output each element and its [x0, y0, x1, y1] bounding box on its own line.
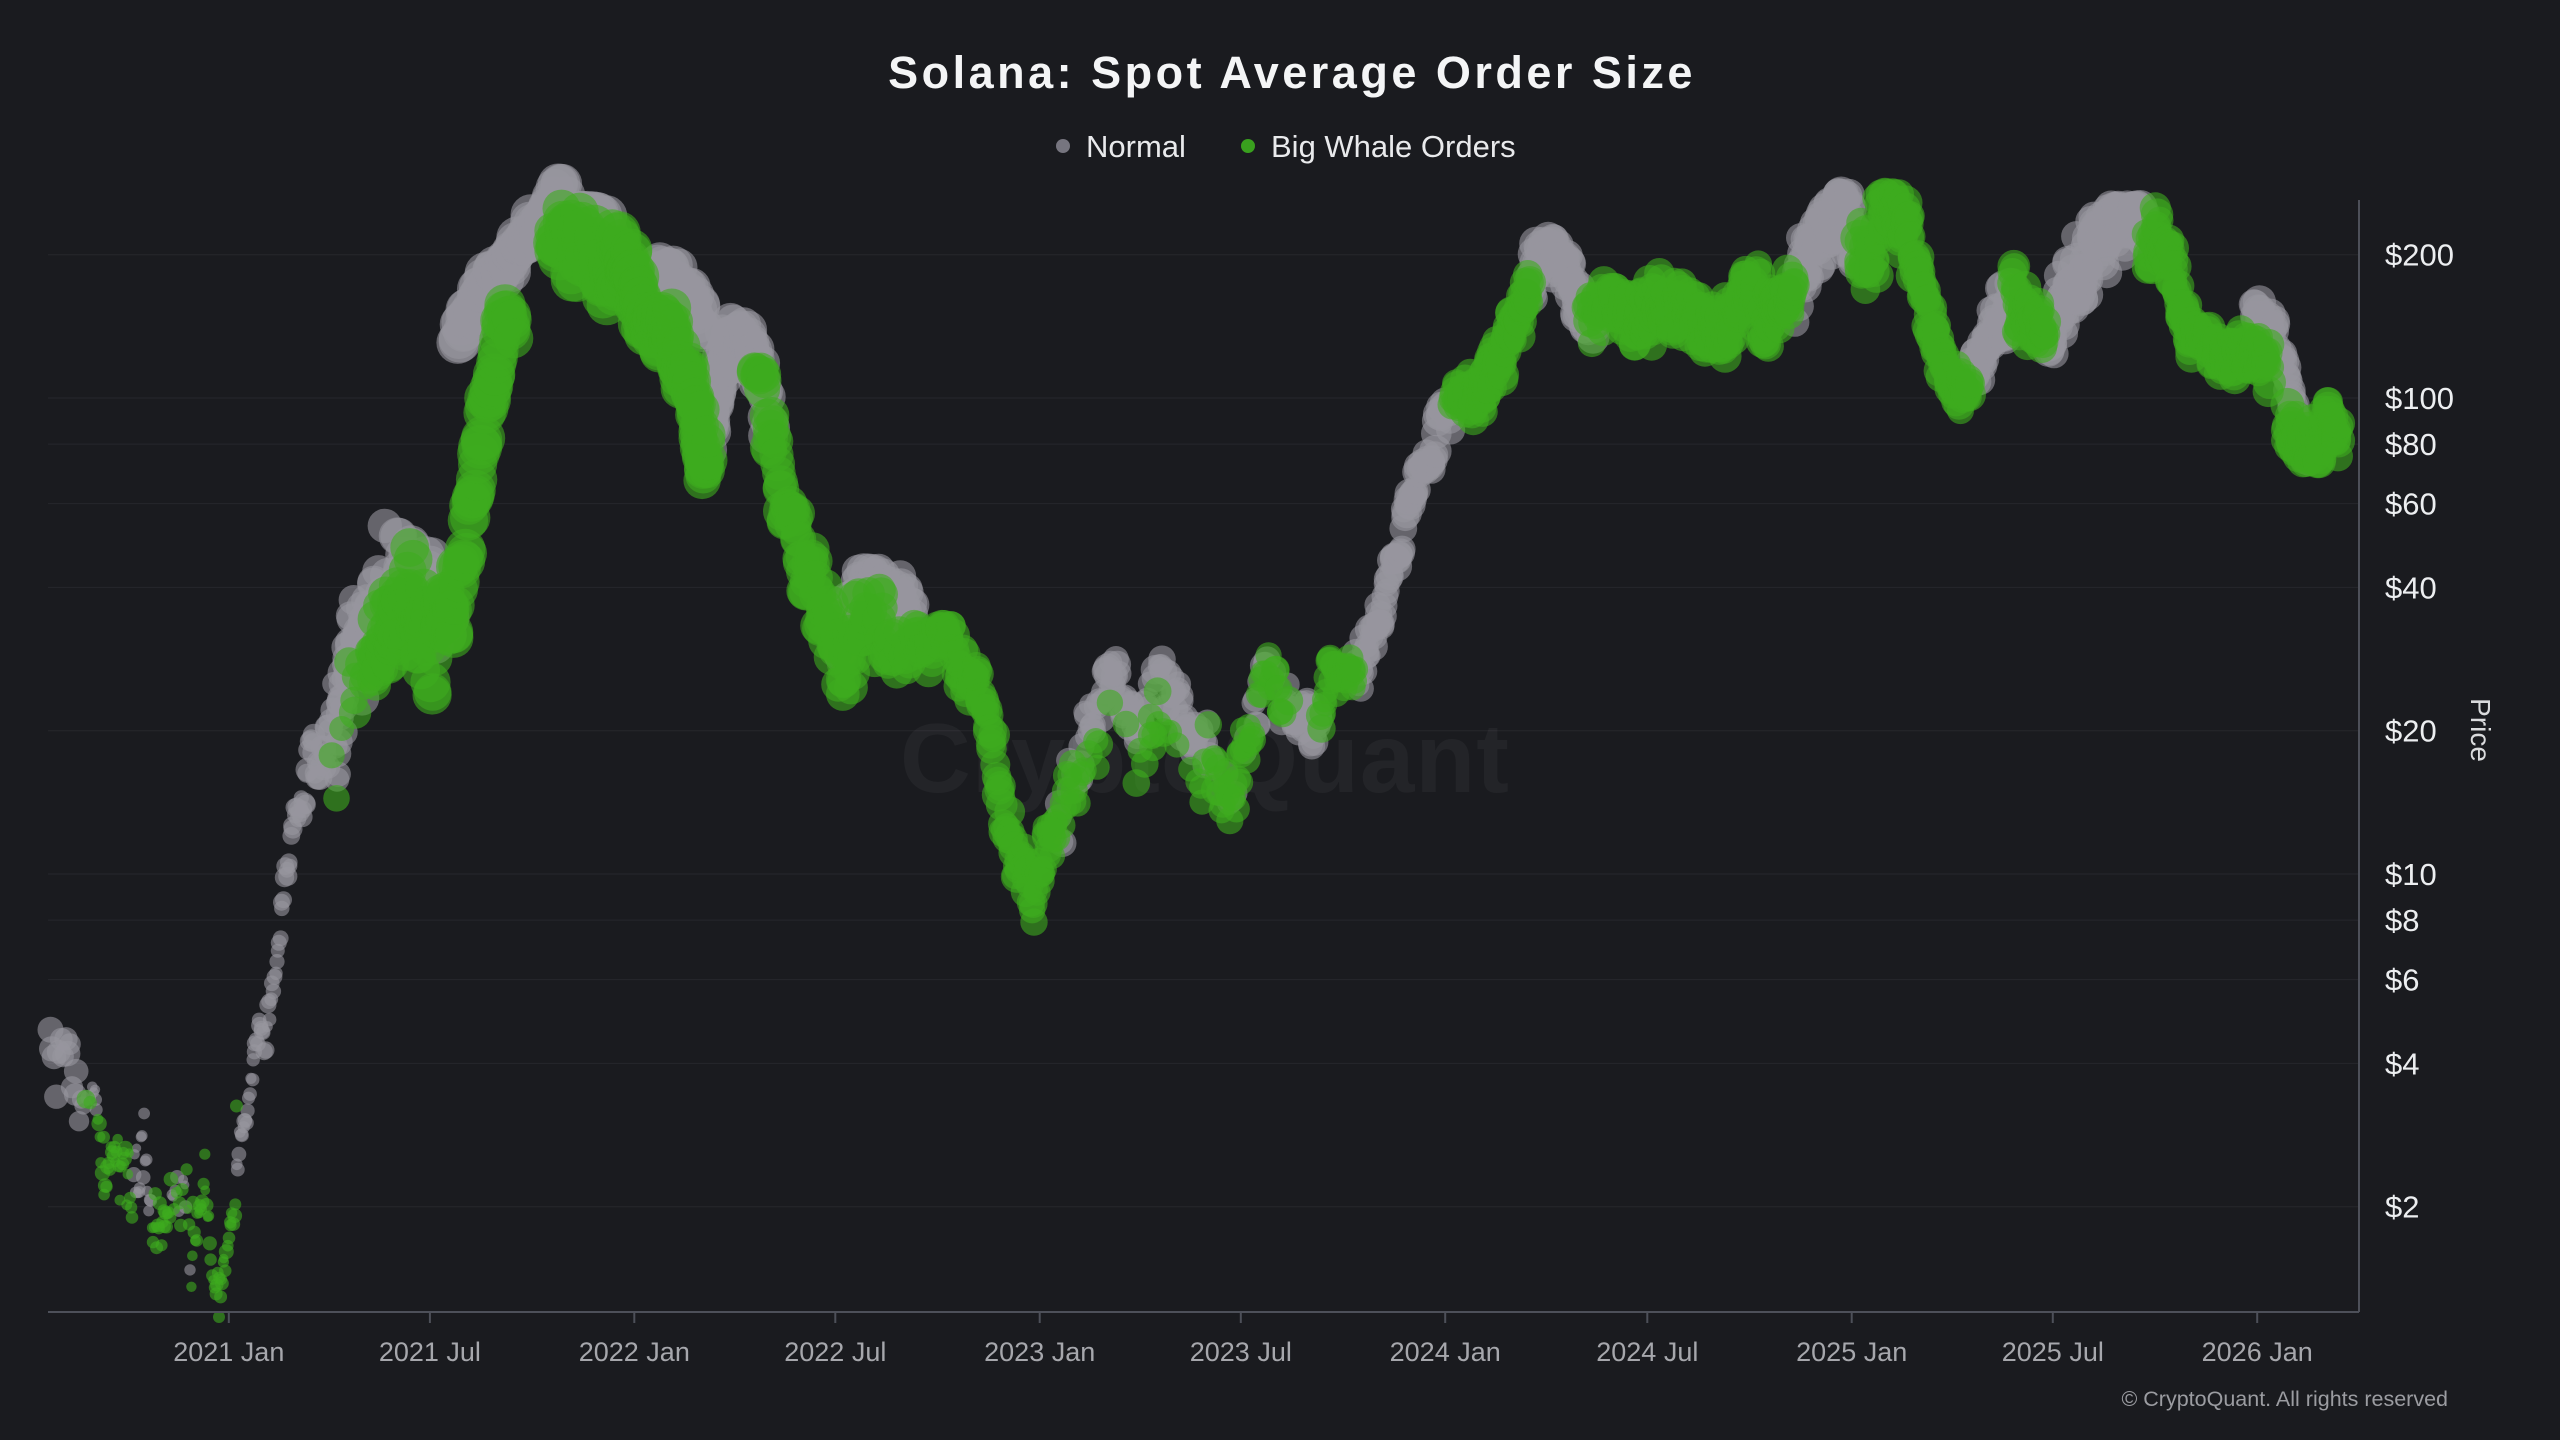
svg-text:2024 Jul: 2024 Jul	[1596, 1337, 1698, 1367]
svg-text:2025 Jan: 2025 Jan	[1796, 1337, 1907, 1367]
svg-text:2025 Jul: 2025 Jul	[2002, 1337, 2104, 1367]
svg-text:$4: $4	[2385, 1046, 2419, 1081]
svg-text:$2: $2	[2385, 1190, 2419, 1225]
svg-text:Big Whale Orders: Big Whale Orders	[1271, 129, 1516, 164]
svg-text:2021 Jul: 2021 Jul	[379, 1337, 481, 1367]
svg-text:Solana: Spot Average Order Siz: Solana: Spot Average Order Size	[888, 47, 1696, 98]
svg-text:2026 Jan: 2026 Jan	[2202, 1337, 2313, 1367]
svg-text:$6: $6	[2385, 963, 2419, 998]
svg-text:2022 Jan: 2022 Jan	[579, 1337, 690, 1367]
svg-text:2024 Jan: 2024 Jan	[1390, 1337, 1501, 1367]
svg-text:$60: $60	[2385, 487, 2437, 522]
svg-text:2023 Jan: 2023 Jan	[984, 1337, 1095, 1367]
svg-text:$10: $10	[2385, 857, 2437, 892]
svg-text:$100: $100	[2385, 381, 2454, 416]
svg-text:© CryptoQuant. All rights rese: © CryptoQuant. All rights reserved	[2121, 1387, 2448, 1411]
svg-text:$80: $80	[2385, 427, 2437, 462]
svg-text:Normal: Normal	[1086, 129, 1186, 164]
svg-text:$200: $200	[2385, 238, 2454, 273]
svg-text:$20: $20	[2385, 714, 2437, 749]
svg-text:Price: Price	[2465, 698, 2496, 762]
svg-text:2023 Jul: 2023 Jul	[1190, 1337, 1292, 1367]
svg-text:$40: $40	[2385, 570, 2437, 605]
svg-text:2022 Jul: 2022 Jul	[784, 1337, 886, 1367]
svg-text:2021 Jan: 2021 Jan	[173, 1337, 284, 1367]
svg-text:$8: $8	[2385, 903, 2419, 938]
